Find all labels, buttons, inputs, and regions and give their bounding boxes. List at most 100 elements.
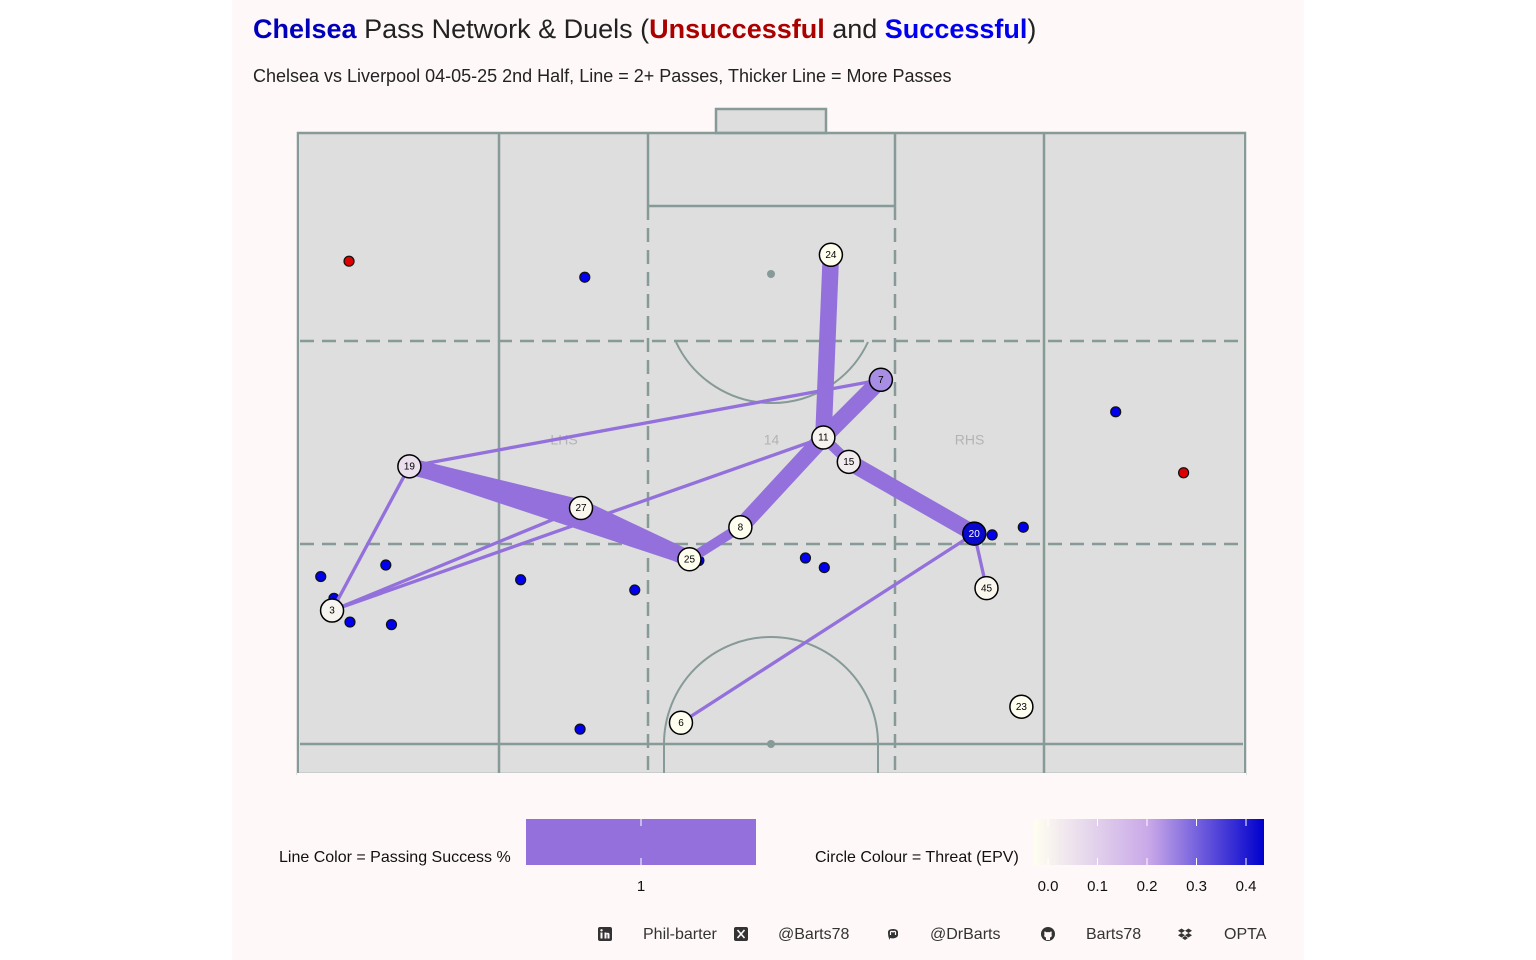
player-circle <box>728 514 753 540</box>
player-node-20: 20 <box>961 521 987 546</box>
circle-legend-tick-label: 0.0 <box>1037 878 1059 895</box>
duel-point-successful <box>629 584 641 596</box>
goal <box>714 107 828 135</box>
player-number: 19 <box>404 461 416 472</box>
player-circle <box>568 495 594 521</box>
duel-point-successful <box>1017 521 1029 533</box>
circle-legend-bar <box>1034 819 1264 865</box>
player-node-15: 15 <box>836 449 862 475</box>
player-node-8: 8 <box>728 514 753 540</box>
duel-point-successful <box>579 271 591 283</box>
pitch-cut <box>297 773 1246 779</box>
player-circle <box>668 710 694 735</box>
player-node-27: 27 <box>568 495 594 521</box>
line-legend-tick-label: 1 <box>636 878 646 895</box>
line-legend-bar <box>526 819 756 865</box>
player-circle <box>1009 694 1034 719</box>
pass-line-19-7 <box>409 378 882 468</box>
mastodon-icon[interactable] <box>886 927 900 941</box>
centre-spot <box>767 740 775 748</box>
pass-line-20-6 <box>680 532 976 725</box>
player-circle <box>811 425 836 450</box>
circle-legend-tick-label: 0.3 <box>1186 878 1207 895</box>
duel-point-successful <box>315 570 327 583</box>
footer-mastodon-text[interactable]: @DrBarts <box>930 926 1001 943</box>
player-number: 20 <box>969 529 981 540</box>
player-circle <box>961 521 987 546</box>
duel-point-successful <box>1110 406 1122 418</box>
circle-legend-tick-label: 0.1 <box>1087 878 1108 895</box>
duel-point-successful <box>799 552 812 564</box>
player-circle <box>868 367 894 393</box>
footer-github-text[interactable]: Barts78 <box>1086 926 1142 943</box>
duel-point-successful <box>385 619 398 631</box>
zone-label: RHS <box>955 431 985 447</box>
circle-legend-label: Circle Colour = Threat (EPV) <box>815 849 1019 866</box>
title-middle: Pass Network & Duels ( <box>356 14 650 44</box>
duel-point-successful <box>344 616 356 628</box>
zone-label: 14 <box>764 431 780 447</box>
player-number: 3 <box>329 606 335 617</box>
player-node-7: 7 <box>868 367 894 393</box>
player-circle <box>974 575 999 601</box>
player-node-3: 3 <box>319 598 345 623</box>
title-end: ) <box>1027 14 1037 44</box>
pass-line-24-11 <box>815 254 840 438</box>
pass-line-15-20 <box>844 454 979 541</box>
dropbox-icon[interactable] <box>1178 927 1192 941</box>
duel-point-successful <box>818 561 830 574</box>
linkedin-icon[interactable] <box>598 927 612 941</box>
player-number: 23 <box>1016 702 1028 713</box>
penalty-arc <box>675 341 869 405</box>
player-number: 8 <box>738 522 744 533</box>
player-circle <box>818 242 844 268</box>
x-twitter-icon[interactable] <box>734 927 748 941</box>
legends <box>526 819 1264 865</box>
circle-legend-tick-label: 0.4 <box>1235 878 1257 895</box>
circle-legend-tick-label: 0.2 <box>1136 878 1158 895</box>
player-number: 27 <box>575 503 587 514</box>
player-number: 15 <box>843 457 855 468</box>
player-node-19: 19 <box>397 454 422 479</box>
pass-line-19-3 <box>330 465 411 612</box>
player-node-45: 45 <box>974 575 999 601</box>
player-number: 6 <box>678 718 684 729</box>
player-node-25: 25 <box>677 547 702 572</box>
duel-point-unsuccessful <box>1177 467 1190 479</box>
pass-line-3-11 <box>331 435 824 613</box>
player-circle <box>836 449 862 475</box>
penalty-spot <box>767 270 775 278</box>
title-team: Chelsea <box>253 14 357 44</box>
player-number: 25 <box>684 554 696 565</box>
footer-x-text[interactable]: @Barts78 <box>778 926 850 943</box>
player-number: 7 <box>878 375 884 386</box>
player-circle <box>677 547 702 572</box>
footer: Phil-barter @Barts78 @DrBarts Barts78 OP… <box>0 926 1536 946</box>
footer-data-source-text: OPTA <box>1224 926 1267 943</box>
title-successful: Successful <box>884 14 1028 44</box>
player-node-24: 24 <box>818 242 844 268</box>
duel-point-unsuccessful <box>343 255 355 267</box>
pass-line-11-7 <box>817 373 887 444</box>
title-unsuccessful: Unsuccessful <box>649 14 825 44</box>
pitch-surface <box>300 133 1243 774</box>
duel-point-successful <box>986 529 998 541</box>
player-number: 24 <box>825 250 837 261</box>
player-number: 45 <box>981 583 993 594</box>
chart-subtitle: Chelsea vs Liverpool 04-05-25 2nd Half, … <box>253 66 952 86</box>
pass-line-11-8 <box>734 431 830 533</box>
player-circle <box>319 598 345 623</box>
pass-lines <box>330 254 989 725</box>
player-number: 11 <box>818 433 829 444</box>
duel-point-successful <box>380 559 392 571</box>
player-node-11: 11 <box>811 425 836 450</box>
footer-linkedin-text[interactable]: Phil-barter <box>643 926 717 943</box>
title-and: and <box>824 14 885 44</box>
line-legend-label: Line Color = Passing Success % <box>279 849 511 866</box>
duel-point-successful <box>515 574 527 586</box>
duel-point-successful <box>574 723 586 735</box>
pass-line-19-25 <box>407 460 692 566</box>
player-node-6: 6 <box>668 710 694 735</box>
github-icon[interactable] <box>1041 927 1055 941</box>
